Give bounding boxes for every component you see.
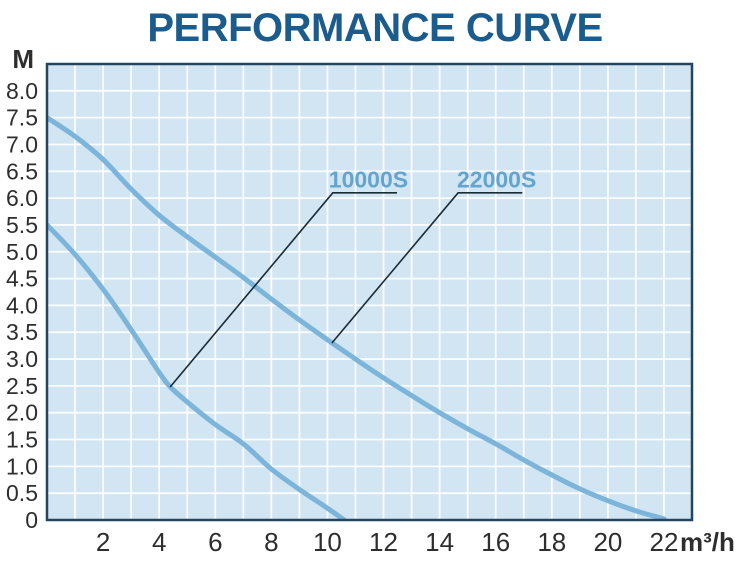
series-label: 22000S (457, 166, 536, 192)
y-tick-label: 0 (25, 507, 38, 533)
x-tick-label: 14 (425, 527, 454, 557)
x-axis-unit-label: m³/h (680, 527, 735, 557)
x-tick-label: 20 (593, 527, 622, 557)
x-tick-label: 22 (650, 527, 679, 557)
y-axis-unit-label: M (12, 44, 34, 74)
x-tick-label: 10 (313, 527, 342, 557)
pointer-line (169, 192, 397, 388)
y-tick-label: 2.0 (6, 400, 38, 426)
y-tick-label: 5.5 (6, 212, 38, 238)
y-tick-label: 3.5 (6, 319, 38, 345)
y-tick-label: 7.0 (6, 132, 38, 158)
y-tick-label: 7.5 (6, 105, 38, 131)
y-tick-label: 6.0 (6, 185, 38, 211)
y-tick-label: 3.0 (6, 346, 38, 372)
y-tick-label: 4.0 (6, 292, 38, 318)
grid-lines (47, 64, 692, 520)
pointer-line (331, 192, 523, 344)
x-tick-label: 8 (264, 527, 278, 557)
x-tick-label: 4 (152, 527, 166, 557)
chart-title: PERFORMANCE CURVE (147, 6, 603, 50)
x-tick-label: 16 (481, 527, 510, 557)
x-tick-label: 12 (369, 527, 398, 557)
y-tick-label: 6.5 (6, 158, 38, 184)
annotation-22000S: 22000S (331, 166, 536, 344)
x-tick-label: 6 (208, 527, 222, 557)
y-tick-label: 1.0 (6, 453, 38, 479)
y-tick-label: 0.5 (6, 480, 38, 506)
series-label: 10000S (329, 166, 408, 192)
x-tick-label: 2 (96, 527, 110, 557)
y-tick-label: 2.5 (6, 373, 38, 399)
plot-area (47, 64, 692, 520)
plot-border (45, 62, 694, 522)
curve-22000S (47, 115, 667, 520)
y-tick-label: 1.5 (6, 427, 38, 453)
x-tick-label: 18 (537, 527, 566, 557)
y-tick-label: 8.0 (6, 78, 38, 104)
y-tick-label: 4.5 (6, 266, 38, 292)
annotation-10000S: 10000S (169, 166, 408, 388)
curve-10000S (47, 222, 347, 520)
y-tick-label: 5.0 (6, 239, 38, 265)
